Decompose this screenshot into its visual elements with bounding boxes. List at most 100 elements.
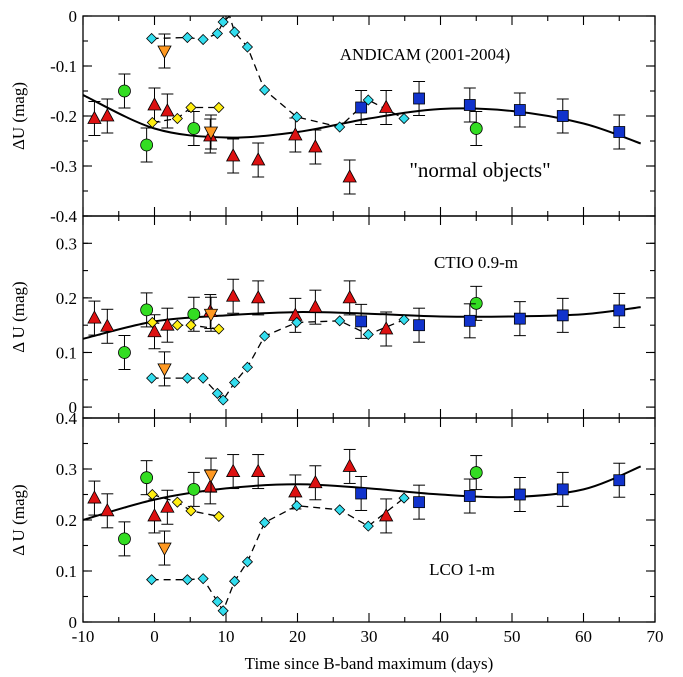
red-triangle-point — [251, 463, 266, 477]
x-tick-label: 70 — [647, 627, 664, 646]
cyan-diamond-point — [197, 573, 209, 585]
yellow-diamond-point — [213, 101, 225, 114]
green-circle-point — [118, 532, 131, 546]
chart-panels: 0 -0.1 -0.2 -0.3 -0.4 ΔU (mag) ANDICAM (2001-2… — [9, 7, 664, 646]
cyan-diamond-point — [334, 315, 346, 327]
y-axis-label: ΔU (mag) — [9, 82, 28, 150]
red-triangle-point — [378, 321, 394, 335]
y-tick-label: 0.3 — [56, 234, 77, 253]
red-triangle-point — [203, 479, 218, 493]
blue-square-point — [355, 101, 368, 114]
plot-area — [83, 448, 642, 617]
cyan-diamond-point — [181, 31, 193, 44]
red-triangle-point — [147, 508, 162, 522]
red-triangle-point — [160, 317, 175, 331]
green-circle-point — [187, 482, 201, 496]
cyan-diamond-point — [217, 605, 229, 617]
blue-square-point — [463, 99, 476, 111]
panel-annotation: "normal objects" — [409, 158, 550, 182]
x-tick-label: 30 — [361, 627, 378, 646]
red-triangle-point — [288, 127, 303, 141]
cyan-diamond-point — [197, 33, 209, 46]
red-triangle-point — [342, 458, 357, 472]
blue-square-point — [463, 490, 476, 502]
red-triangle-point — [147, 323, 162, 338]
y-tick-label: 0.2 — [56, 289, 77, 308]
cyan-diamond-point — [217, 394, 229, 406]
y-tick-label: -0.3 — [50, 157, 77, 176]
blue-square-point — [513, 312, 526, 325]
cyan-diamond-point — [241, 361, 254, 373]
yellow-diamond-point — [185, 505, 197, 517]
cyan-diamond-point — [259, 516, 271, 529]
x-tick-label: 40 — [432, 627, 449, 646]
y-tick-label: -0.4 — [50, 207, 77, 226]
orange-triangle-point — [203, 308, 219, 323]
orange-triangle-point — [203, 469, 219, 483]
y-tick-label: 0.1 — [56, 343, 77, 362]
cyan-diamond-point — [334, 504, 346, 516]
red-triangle-point — [308, 139, 323, 153]
y-tick-label: 0.4 — [56, 409, 78, 428]
y-axis-label: Δ U (mag) — [9, 281, 28, 352]
blue-square-point — [513, 488, 526, 501]
x-tick-label: 20 — [289, 627, 306, 646]
y-tick-label: 0 — [69, 7, 78, 26]
panel-annotation: LCO 1-m — [429, 560, 495, 579]
plot-area — [83, 16, 642, 195]
blue-square-point — [613, 126, 626, 138]
cyan-diamond-point — [181, 372, 193, 384]
green-circle-point — [140, 471, 154, 485]
cyan-diamond-point — [398, 112, 410, 125]
cyan-diamond-point — [398, 314, 410, 326]
x-tick-label: 10 — [218, 627, 235, 646]
red-triangle-point — [100, 502, 115, 517]
yellow-series-line — [152, 106, 219, 124]
red-triangle-point — [251, 290, 266, 304]
green-circle-point — [469, 122, 483, 135]
panel-annotation: ANDICAM (2001-2004) — [340, 45, 510, 64]
x-tick-label: 50 — [504, 627, 521, 646]
cyan-diamond-point — [241, 556, 254, 568]
yellow-diamond-point — [171, 319, 183, 331]
orange-triangle-point — [157, 542, 172, 556]
y-tick-label: -0.2 — [50, 107, 77, 126]
panel-2: 0.3 0.2 0.1 0 Δ U (mag) CTIO 0.9-m — [9, 215, 656, 419]
green-circle-point — [118, 346, 131, 359]
red-triangle-point — [225, 288, 241, 302]
cyan-diamond-point — [211, 27, 223, 40]
cyan-diamond-point — [146, 574, 158, 586]
blue-square-point — [355, 315, 368, 328]
red-triangle-point — [160, 499, 175, 513]
x-tick-label: 60 — [575, 627, 592, 646]
cyan-diamond-point — [334, 121, 346, 133]
yellow-diamond-point — [146, 316, 158, 329]
cyan-diamond-point — [146, 32, 158, 45]
cyan-diamond-point — [291, 111, 303, 123]
x-tick-label: -10 — [72, 627, 95, 646]
red-triangle-point — [308, 474, 323, 489]
red-triangle-point — [378, 508, 394, 522]
cyan-diamond-point — [259, 330, 271, 342]
blue-square-point — [613, 304, 626, 317]
x-tick-label: 0 — [150, 627, 159, 646]
y-tick-label: -0.1 — [50, 57, 77, 76]
yellow-diamond-point — [185, 319, 197, 331]
red-triangle-point — [308, 299, 323, 313]
fit-curve — [83, 306, 641, 340]
red-triangle-point — [160, 103, 175, 117]
y-tick-label: 0 — [69, 398, 78, 417]
panel-1: 0 -0.1 -0.2 -0.3 -0.4 ΔU (mag) ANDICAM (2001-2… — [9, 7, 656, 226]
yellow-diamond-point — [213, 510, 225, 522]
y-axis-label: Δ U (mag) — [9, 484, 28, 555]
green-circle-point — [140, 303, 154, 317]
cyan-series-line — [151, 497, 405, 613]
blue-square-point — [413, 319, 425, 332]
green-circle-point — [469, 466, 483, 479]
fit-curve — [83, 94, 642, 145]
orange-triangle-point — [203, 126, 219, 140]
cyan-diamond-point — [362, 520, 374, 532]
yellow-diamond-point — [171, 112, 183, 125]
cyan-diamond-point — [291, 500, 303, 512]
red-triangle-point — [87, 490, 102, 504]
